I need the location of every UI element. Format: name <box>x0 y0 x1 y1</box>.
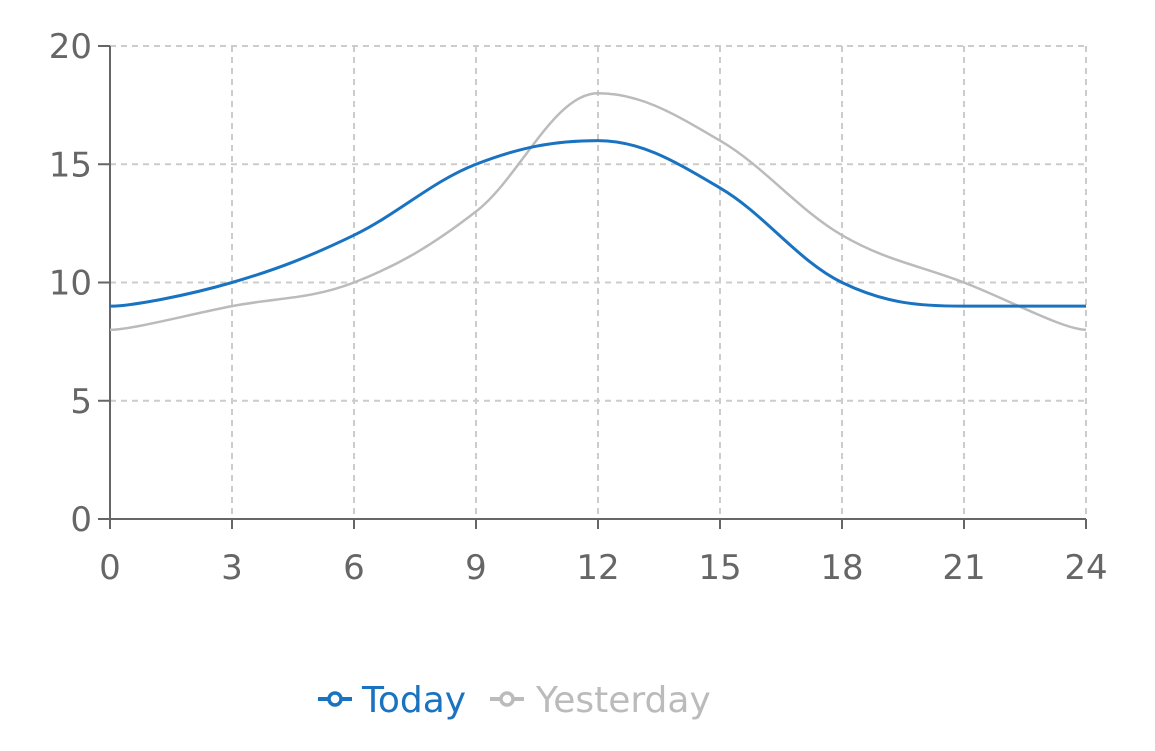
x-tick-label: 12 <box>576 548 619 588</box>
legend-item-yesterday[interactable]: Yesterday <box>490 680 711 721</box>
legend-label: Today <box>361 680 466 721</box>
y-tick-label: 0 <box>70 500 92 540</box>
x-tick-label: 15 <box>698 548 741 588</box>
y-tick-label: 5 <box>70 382 92 422</box>
x-tick-label: 21 <box>942 548 985 588</box>
x-axis-ticks: 0 3 6 9 12 15 18 21 24 <box>99 519 1108 588</box>
y-axis-ticks: 0 5 10 15 20 <box>49 27 110 540</box>
x-tick-label: 3 <box>221 548 243 588</box>
y-tick-label: 15 <box>49 145 92 185</box>
x-tick-label: 0 <box>99 548 121 588</box>
grid <box>110 45 1087 519</box>
series-line-yesterday <box>109 92 1087 332</box>
x-tick-label: 24 <box>1064 548 1107 588</box>
legend-item-today[interactable]: Today <box>318 680 466 721</box>
x-tick-label: 18 <box>820 548 863 588</box>
legend[interactable]: Today Yesterday <box>318 680 711 721</box>
x-tick-label: 6 <box>343 548 365 588</box>
series-line-today <box>109 139 1086 308</box>
legend-marker-icon <box>327 691 343 707</box>
legend-marker-icon <box>499 691 515 707</box>
y-tick-label: 10 <box>49 264 92 304</box>
y-tick-label: 20 <box>49 27 92 67</box>
series-lines <box>109 92 1087 332</box>
x-tick-label: 9 <box>465 548 487 588</box>
legend-label: Yesterday <box>535 680 711 721</box>
